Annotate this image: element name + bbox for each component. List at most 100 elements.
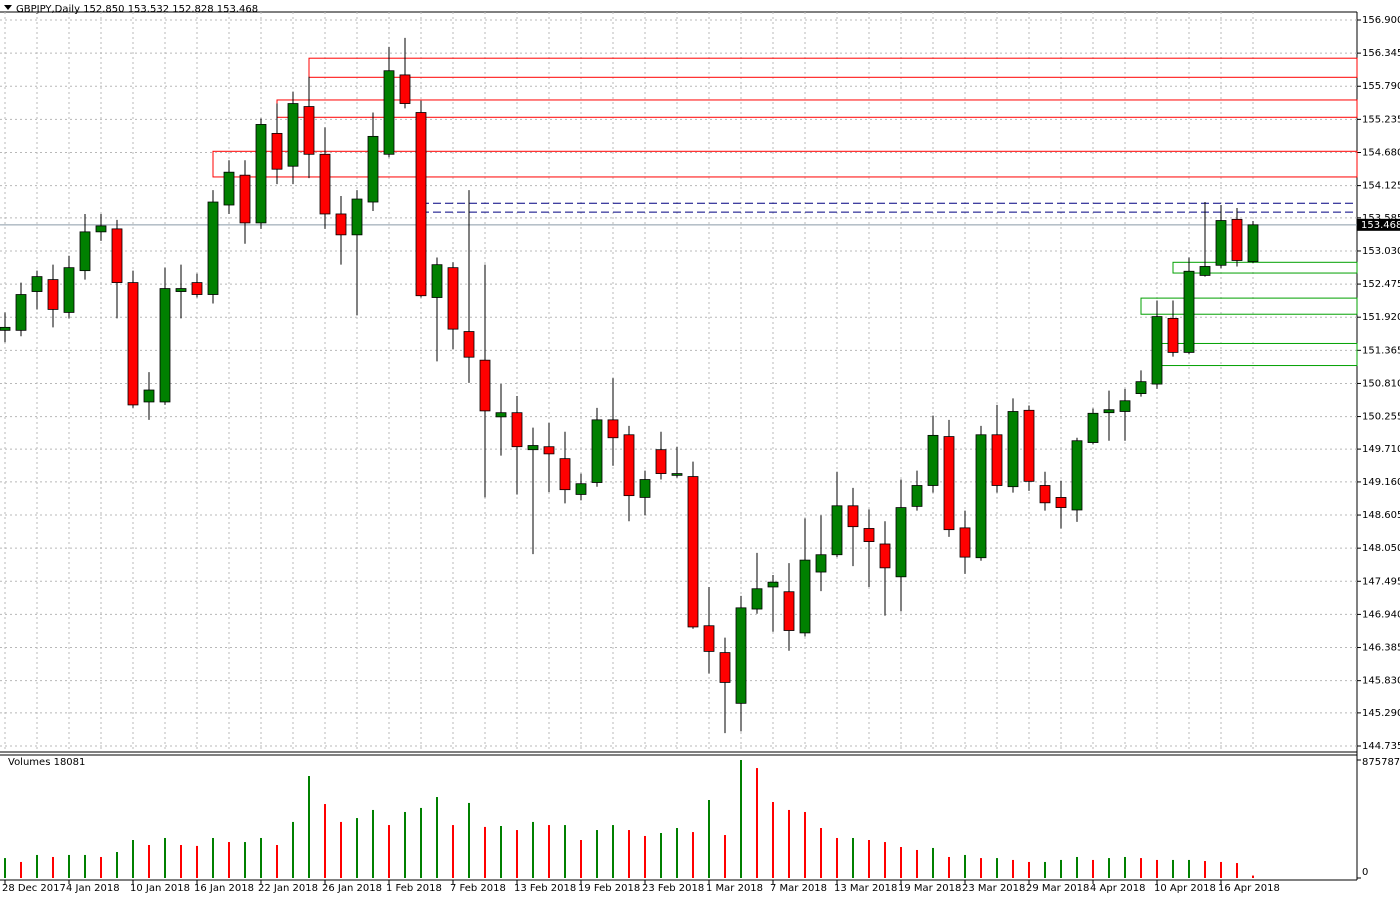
candle-body: [447, 267, 459, 330]
x-tick-label: 28 Dec 2017: [2, 883, 66, 894]
y-tick-label: 146.940: [1362, 609, 1400, 620]
candle-body: [735, 607, 747, 704]
candle-body: [847, 505, 859, 528]
candle-body: [959, 527, 971, 558]
y-tick-label: 149.160: [1362, 477, 1400, 488]
y-tick-label: 146.385: [1362, 643, 1400, 654]
zone: [1140, 297, 1358, 315]
candle-body: [1055, 497, 1067, 508]
y-tick-label: 154.125: [1362, 181, 1400, 192]
candle-body: [383, 70, 395, 155]
candle-body: [591, 419, 603, 483]
menu-arrow[interactable]: [4, 5, 12, 10]
last-price-box: [1357, 218, 1400, 231]
candle-body: [319, 153, 331, 215]
y-tick-label: 155.235: [1362, 114, 1400, 125]
candle-body: [1199, 266, 1211, 276]
x-tick-label: 7 Feb 2018: [450, 883, 506, 894]
x-tick-label: 19 Feb 2018: [578, 883, 640, 894]
zone: [308, 57, 1358, 78]
candle-body: [719, 652, 731, 683]
candle-body: [175, 288, 187, 292]
candle-body: [0, 326, 11, 331]
y-tick-label: 149.710: [1362, 444, 1400, 455]
x-tick-label: 13 Mar 2018: [834, 883, 897, 894]
candle-body: [671, 473, 683, 476]
x-tick-label: 22 Jan 2018: [258, 883, 318, 894]
y-tick-label: 150.810: [1362, 378, 1400, 389]
candle-body: [191, 282, 203, 295]
candle-body: [1135, 381, 1147, 394]
candle-body: [287, 103, 299, 167]
candle-body: [799, 559, 811, 634]
candle-body: [1151, 316, 1163, 385]
candle-body: [703, 625, 715, 652]
candle-body: [943, 436, 955, 531]
candle-body: [351, 198, 363, 236]
candle-body: [271, 132, 283, 170]
candle-body: [367, 135, 379, 203]
y-tick-label: 147.495: [1362, 576, 1400, 587]
y-tick-label: 875787: [1362, 757, 1400, 768]
x-tick-label: 19 Mar 2018: [898, 883, 961, 894]
candle-body: [95, 225, 107, 233]
candle-body: [623, 434, 635, 497]
y-tick-label: 156.900: [1362, 15, 1400, 26]
y-tick-label: 144.735: [1362, 741, 1400, 752]
x-tick-label: 4 Jan 2018: [66, 883, 120, 894]
x-tick-label: 23 Feb 2018: [642, 883, 704, 894]
x-tick-label: 26 Jan 2018: [322, 883, 382, 894]
y-tick-label: 156.345: [1362, 48, 1400, 59]
zone: [212, 150, 1358, 178]
candle-body: [975, 434, 987, 559]
y-tick-label: 0: [1362, 867, 1368, 878]
candle-body: [831, 505, 843, 556]
candle-body: [495, 412, 507, 418]
candle-body: [927, 434, 939, 486]
candle-body: [511, 412, 523, 448]
x-tick-label: 4 Apr 2018: [1090, 883, 1145, 894]
candle-body: [783, 591, 795, 631]
candle-body: [63, 267, 75, 313]
x-tick-label: 10 Apr 2018: [1154, 883, 1216, 894]
x-tick-label: 1 Mar 2018: [706, 883, 763, 894]
y-tick-label: 151.920: [1362, 312, 1400, 323]
candle-body: [1119, 400, 1131, 412]
candle-body: [1023, 409, 1035, 482]
x-tick-label: 16 Jan 2018: [194, 883, 254, 894]
candle-body: [1071, 440, 1083, 511]
x-tick-label: 7 Mar 2018: [770, 883, 827, 894]
x-tick-label: 29 Mar 2018: [1026, 883, 1089, 894]
candle-body: [687, 476, 699, 628]
volume-title: Volumes 18081: [8, 757, 85, 768]
candle-body: [255, 124, 267, 224]
candle-body: [1247, 224, 1259, 263]
candle-body: [895, 507, 907, 578]
candle-body: [15, 294, 27, 331]
y-tick-label: 153.030: [1362, 246, 1400, 257]
candle-body: [463, 331, 475, 358]
x-tick-label: 13 Feb 2018: [514, 883, 576, 894]
candle-body: [127, 282, 139, 406]
zone: [1172, 261, 1358, 274]
candle-body: [239, 174, 251, 224]
x-tick-label: 1 Feb 2018: [386, 883, 442, 894]
candle-body: [815, 554, 827, 573]
candle-body: [431, 264, 443, 298]
candle-body: [159, 288, 171, 403]
candle-body: [767, 581, 779, 588]
candle-body: [1167, 317, 1179, 353]
y-tick-label: 148.605: [1362, 510, 1400, 521]
candle-body: [335, 213, 347, 236]
candle-body: [879, 543, 891, 569]
candle-body: [303, 106, 315, 155]
candle-body: [911, 485, 923, 507]
y-tick-label: 153.585: [1362, 213, 1400, 224]
candle-body: [79, 231, 91, 272]
chart-title: GBPJPY,Daily 152.850 153.532 152.828 153…: [16, 4, 258, 15]
y-tick-label: 150.255: [1362, 412, 1400, 423]
candle-body: [559, 458, 571, 491]
y-tick-label: 152.475: [1362, 279, 1400, 290]
